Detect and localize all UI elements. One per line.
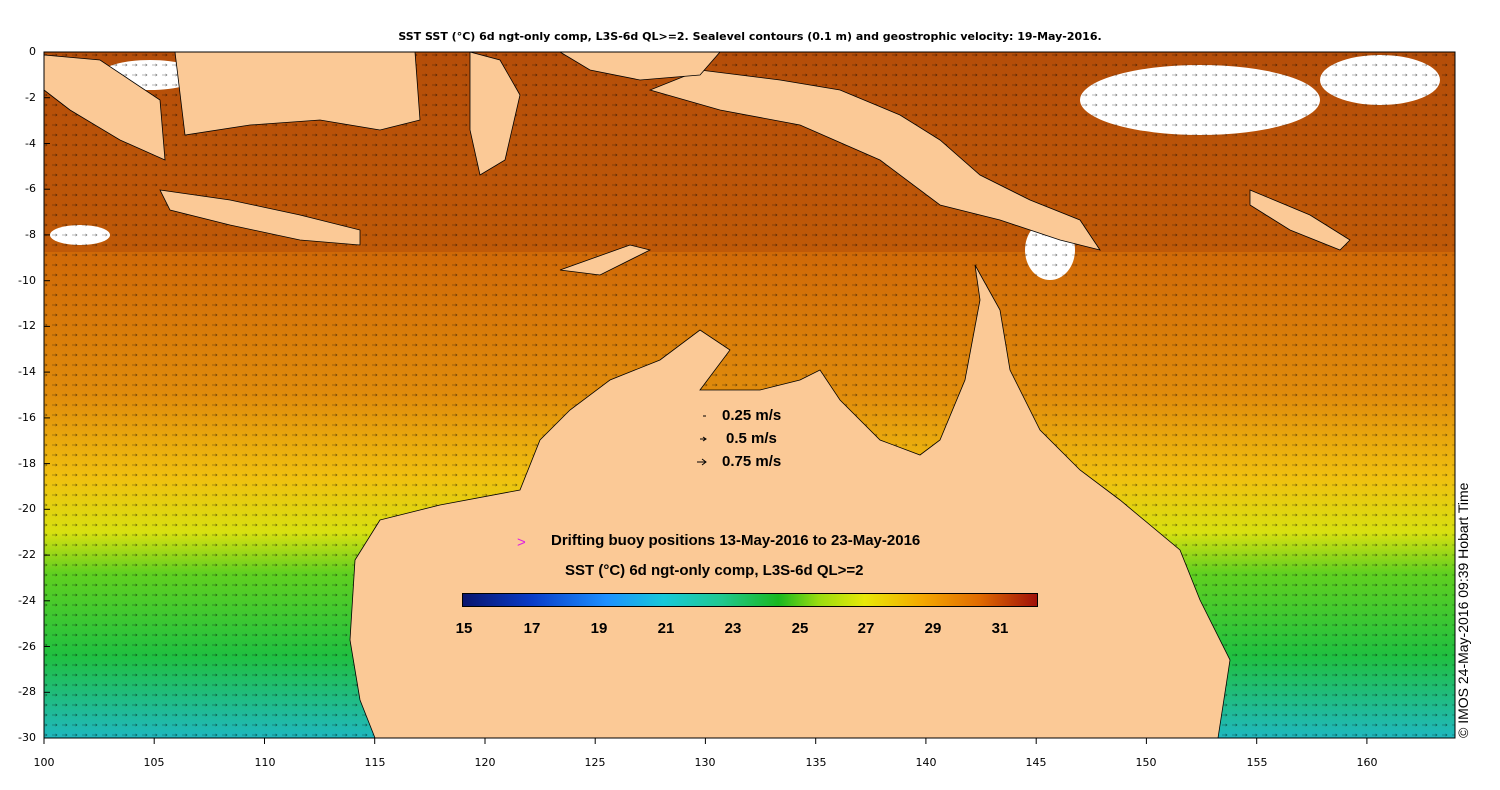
y-tick: -10 — [18, 274, 36, 287]
java-landmass — [159, 189, 361, 246]
y-tick: -14 — [18, 365, 36, 378]
colorbar-tick: 29 — [924, 620, 942, 637]
credit-text: © IMOS 24-May-2016 09:39 Hobart Time — [1455, 482, 1471, 738]
x-tick: 150 — [1135, 756, 1157, 769]
y-tick: -28 — [18, 685, 36, 698]
sulawesi-landmass — [469, 51, 521, 176]
x-tick: 125 — [584, 756, 606, 769]
velocity-legend-label: 0.25 m/s — [722, 407, 782, 424]
map-title: SST SST (°C) 6d ngt-only comp, L3S-6d QL… — [398, 30, 1102, 43]
y-tick: -22 — [18, 548, 36, 561]
colorbar-tick: 15 — [455, 620, 473, 637]
colorbar-tick: 17 — [523, 620, 541, 637]
y-tick: -2 — [25, 91, 36, 104]
y-tick: -12 — [18, 319, 36, 332]
y-tick: -8 — [25, 228, 36, 241]
borneo-landmass — [174, 51, 421, 136]
y-tick: -20 — [18, 502, 36, 515]
solomon-islands — [1249, 189, 1351, 251]
colorbar-tick: 19 — [590, 620, 608, 637]
x-tick: 105 — [143, 756, 165, 769]
x-tick: 110 — [254, 756, 276, 769]
velocity-legend-label: 0.75 m/s — [722, 453, 782, 470]
x-axis-ticks — [43, 738, 1368, 744]
y-tick: -30 — [18, 731, 36, 744]
y-tick: -26 — [18, 640, 36, 653]
x-tick: 145 — [1025, 756, 1047, 769]
colorbar-tick: 31 — [991, 620, 1009, 637]
colorbar — [462, 593, 1038, 607]
velocity-legend-arrows — [697, 415, 707, 466]
x-tick: 155 — [1246, 756, 1268, 769]
y-tick: -24 — [18, 594, 36, 607]
buoy-marker-icon: > — [517, 534, 526, 551]
plot-frame — [43, 51, 1456, 739]
y-tick: -6 — [25, 182, 36, 195]
colorbar-tick: 23 — [724, 620, 742, 637]
colorbar-tick: 27 — [857, 620, 875, 637]
x-tick: 115 — [364, 756, 386, 769]
velocity-arrow-05 — [700, 436, 707, 442]
x-tick: 140 — [915, 756, 937, 769]
sumatra-landmass — [43, 54, 166, 161]
new-guinea-landmass — [648, 69, 1101, 251]
x-tick: 100 — [33, 756, 55, 769]
colorbar-tick: 25 — [791, 620, 809, 637]
velocity-legend-label: 0.5 m/s — [726, 430, 777, 447]
x-tick: 160 — [1356, 756, 1378, 769]
y-tick: -18 — [18, 457, 36, 470]
y-tick: -4 — [25, 137, 36, 150]
y-tick: -16 — [18, 411, 36, 424]
buoy-legend-label: Drifting buoy positions 13-May-2016 to 2… — [551, 532, 921, 549]
x-tick: 130 — [694, 756, 716, 769]
y-axis-ticks — [44, 51, 50, 739]
x-tick: 135 — [805, 756, 827, 769]
australia-landmass — [349, 264, 1231, 739]
x-tick: 120 — [474, 756, 496, 769]
velocity-arrow-075 — [697, 458, 707, 466]
landmasses — [43, 51, 1351, 739]
colorbar-title: SST (°C) 6d ngt-only comp, L3S-6d QL>=2 — [565, 562, 864, 579]
y-tick: 0 — [29, 45, 36, 58]
colorbar-tick: 21 — [657, 620, 675, 637]
timor-landmass — [559, 244, 652, 276]
